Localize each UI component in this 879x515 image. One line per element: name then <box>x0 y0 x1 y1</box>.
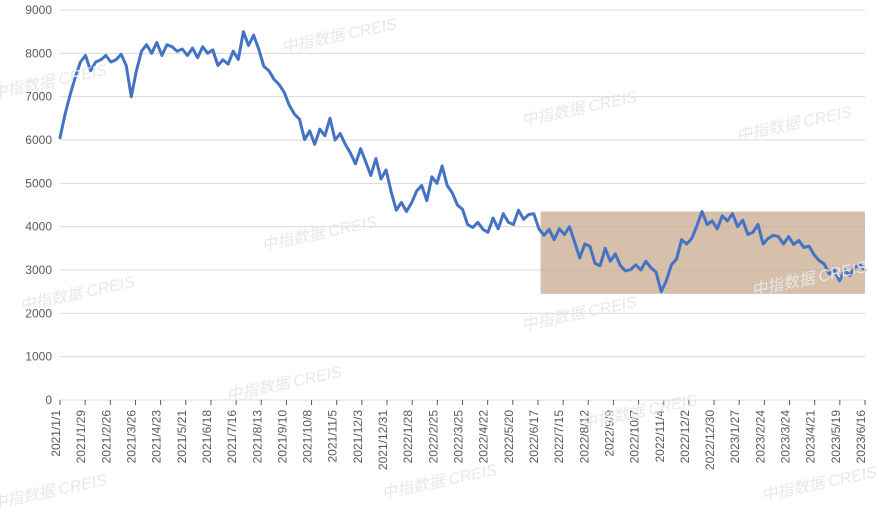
x-tick-label: 2021/12/31 <box>376 410 390 470</box>
x-tick-label: 2021/2/26 <box>99 410 113 464</box>
x-tick-label: 2021/6/18 <box>200 410 214 464</box>
x-tick-label: 2023/3/24 <box>779 410 793 464</box>
x-tick-label: 2021/3/26 <box>124 410 138 464</box>
x-tick-label: 2021/5/21 <box>175 410 189 464</box>
x-tick-label: 2022/8/12 <box>577 410 591 464</box>
y-tick-label: 4000 <box>25 220 52 234</box>
x-tick-label: 2022/10/7 <box>628 410 642 464</box>
chart-container: 0 1000 2000 3000 4000 5000 6000 7000 8000 9000 202… <box>0 0 879 515</box>
x-tick-label: 2021/4/23 <box>150 410 164 464</box>
x-tick-label: 2021/1/29 <box>74 410 88 464</box>
x-tick-label: 2021/8/13 <box>250 410 264 464</box>
x-tick-label: 2022/6/17 <box>527 410 541 464</box>
x-tick-label: 2022/4/22 <box>477 410 491 464</box>
x-tick-label: 2021/11/5 <box>326 410 340 463</box>
x-tick-label: 2023/6/16 <box>854 410 868 464</box>
y-tick-label: 3000 <box>25 263 52 277</box>
x-tick-label: 2022/9/9 <box>602 410 616 457</box>
y-tick-label: 1000 <box>25 350 52 364</box>
x-tick-label: 2023/4/21 <box>804 410 818 464</box>
line-chart: 0 1000 2000 3000 4000 5000 6000 7000 8000 9000 202… <box>0 0 879 515</box>
y-tick-label: 6000 <box>25 133 52 147</box>
x-tick-label: 2021/1/1 <box>49 410 63 457</box>
y-tick-label: 0 <box>45 393 52 407</box>
x-tick-label: 2021/10/8 <box>301 410 315 464</box>
x-tick-label: 2023/1/27 <box>728 410 742 464</box>
x-tick-label: 2021/7/16 <box>225 410 239 464</box>
x-tick-label: 2022/5/20 <box>502 410 516 464</box>
x-tick-label: 2023/2/24 <box>753 410 767 464</box>
x-tick-label: 2022/2/25 <box>426 410 440 464</box>
y-tick-label: 7000 <box>25 90 52 104</box>
x-tick-label: 2021/9/10 <box>275 410 289 464</box>
y-tick-label: 8000 <box>25 46 52 60</box>
x-tick-label: 2022/7/15 <box>552 410 566 464</box>
x-tick-label: 2022/12/2 <box>678 410 692 464</box>
x-tick-label: 2022/1/28 <box>401 410 415 464</box>
y-tick-label: 9000 <box>25 3 52 17</box>
x-tick-label: 2021/12/3 <box>351 410 365 464</box>
x-tick-label: 2022/11/4 <box>653 410 667 463</box>
x-tick-label: 2022/3/25 <box>452 410 466 464</box>
highlight-band <box>541 212 865 294</box>
y-tick-label: 5000 <box>25 176 52 190</box>
y-tick-label: 2000 <box>25 306 52 320</box>
x-tick-label: 2023/5/19 <box>829 410 843 464</box>
x-tick-label: 2022/12/30 <box>703 410 717 470</box>
